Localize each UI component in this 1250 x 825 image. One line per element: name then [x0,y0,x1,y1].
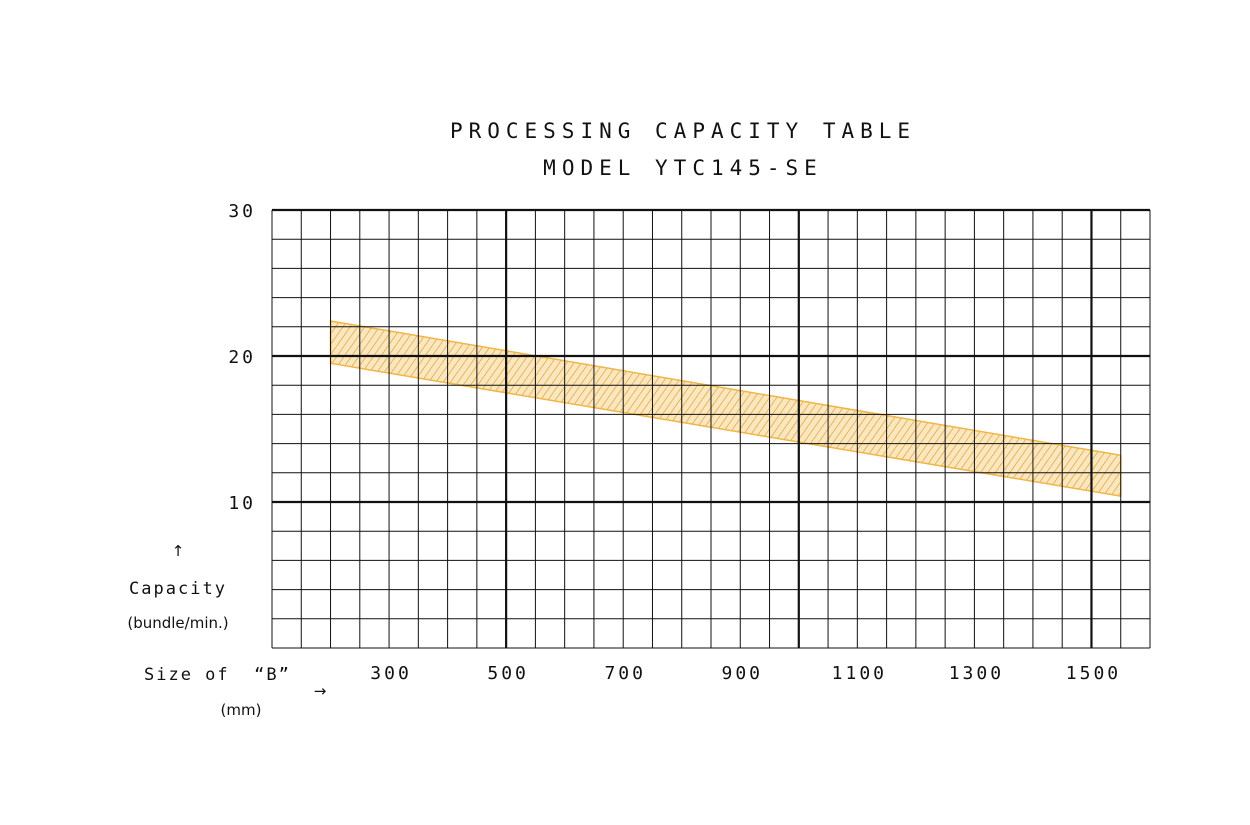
x-tick-label: 1500 [1066,663,1121,684]
x-tick-label: 1100 [832,663,887,684]
chart-grid [271,208,1151,649]
x-axis-label: Size of “B” [144,665,291,685]
x-tick-label: 500 [487,663,529,684]
x-axis-ticks: 300 500 700 900 1100 1300 1500 [370,663,1121,684]
y-axis-unit: (bundle/min.) [127,614,228,632]
y-tick-label: 20 [228,347,256,368]
y-tick-label: 30 [228,201,256,222]
x-tick-label: 900 [722,663,764,684]
x-tick-label: 700 [604,663,646,684]
x-axis-unit: (mm) [221,701,262,719]
y-tick-label: 10 [228,493,256,514]
up-arrow-icon: ↑ [172,542,185,560]
right-arrow-icon: → [314,682,327,700]
capacity-band-layer [329,320,1122,498]
capacity-band-0 [329,320,1122,498]
y-axis-ticks: 10 20 30 [228,201,256,514]
chart-subtitle: MODEL YTC145-SE [543,156,823,180]
x-tick-label: 1300 [949,663,1004,684]
chart-title: PROCESSING CAPACITY TABLE [450,119,916,143]
x-tick-label: 300 [370,663,412,684]
y-axis-label: Capacity [129,579,227,599]
